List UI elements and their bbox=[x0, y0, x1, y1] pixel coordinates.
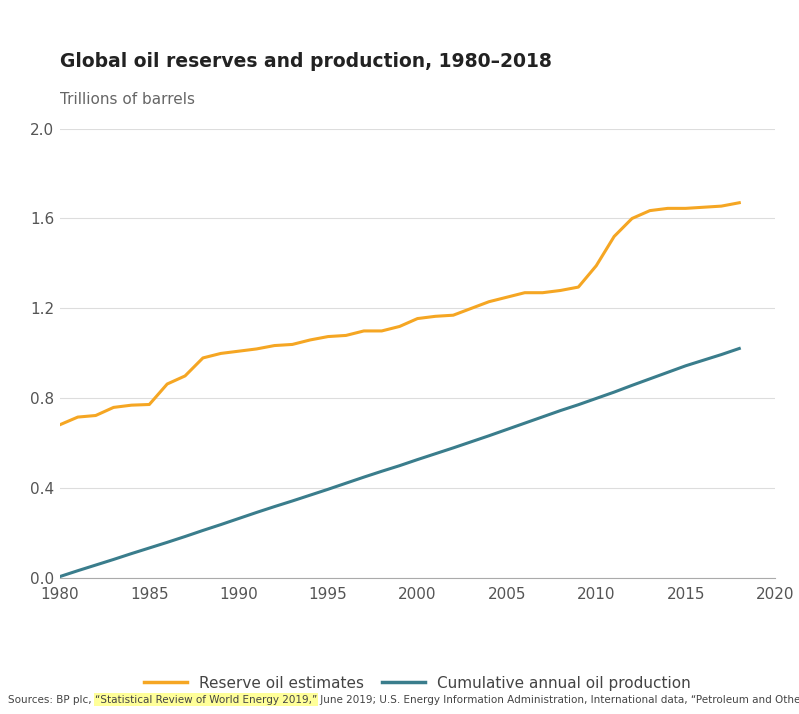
Legend: Reserve oil estimates, Cumulative annual oil production: Reserve oil estimates, Cumulative annual… bbox=[137, 669, 698, 697]
Text: June 2019; U.S. Energy Information Administration, International data, “Petroleu: June 2019; U.S. Energy Information Admin… bbox=[317, 695, 799, 705]
Text: Trillions of barrels: Trillions of barrels bbox=[60, 92, 195, 107]
Text: Sources: BP plc,: Sources: BP plc, bbox=[8, 695, 95, 705]
Text: Global oil reserves and production, 1980–2018: Global oil reserves and production, 1980… bbox=[60, 52, 552, 71]
Text: “Statistical Review of World Energy 2019,”: “Statistical Review of World Energy 2019… bbox=[95, 695, 317, 705]
